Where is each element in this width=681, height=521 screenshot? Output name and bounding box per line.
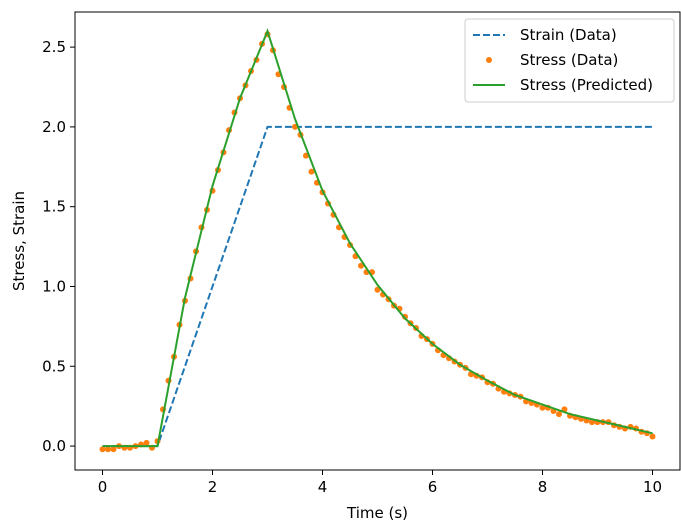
series-layer — [99, 28, 656, 453]
legend-label: Stress (Data) — [520, 51, 618, 69]
stress-data-point — [556, 411, 562, 418]
stress-data-point — [308, 168, 315, 175]
stress-data-point — [143, 439, 150, 446]
x-tick-label: 0 — [98, 478, 108, 496]
y-tick-label: 0.5 — [42, 357, 66, 375]
legend: Strain (Data) Stress (Data) Stress (Predic… — [464, 18, 675, 103]
y-tick-label: 2.5 — [42, 38, 66, 56]
x-tick-label: 10 — [643, 478, 662, 496]
legend-label: Stress (Predicted) — [520, 76, 653, 94]
stress-data-point — [110, 446, 117, 453]
y-tick-label: 1.0 — [42, 277, 66, 295]
x-tick-label: 4 — [318, 478, 328, 496]
plot-area: 0 2 4 6 8 10 0.0 0.5 1.0 1.5 2.0 2.5 — [42, 11, 681, 496]
x-tick-label: 6 — [428, 478, 438, 496]
stress-data-point — [589, 419, 595, 426]
y-tick-label: 2.0 — [42, 118, 66, 136]
stress-predicted-line — [102, 28, 653, 448]
y-tick-label: 0.0 — [42, 437, 66, 455]
stress-data-point — [539, 404, 546, 411]
stress-data-point — [105, 446, 111, 453]
legend-box — [464, 18, 675, 103]
stress-data-point — [99, 446, 106, 453]
x-tick-label: 2 — [208, 478, 218, 496]
strain-data-line — [102, 125, 653, 448]
legend-label: Strain (Data) — [520, 26, 617, 44]
ticks-layer: 0 2 4 6 8 10 0.0 0.5 1.0 1.5 2.0 2.5 — [42, 38, 662, 496]
x-axis-label: Time (s) — [346, 504, 408, 521]
y-axis-label: Stress, Strain — [10, 191, 28, 291]
x-tick-label: 8 — [538, 478, 548, 496]
stress-data-point — [649, 433, 656, 440]
legend-items: Strain (Data) Stress (Data) Stress (Predic… — [473, 26, 653, 94]
stress-data-point — [358, 262, 364, 269]
y-tick-label: 1.5 — [42, 198, 66, 216]
legend-stress-data-swatch — [486, 57, 492, 63]
axes-frame — [74, 11, 681, 471]
